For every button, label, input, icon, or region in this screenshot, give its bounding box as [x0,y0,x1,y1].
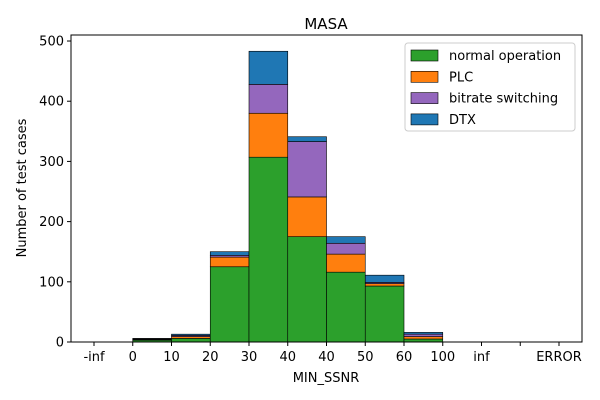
bar-PLC-bin-5 [287,196,327,237]
y-tick-label: 0 [56,336,64,351]
bar-PLC-bin-7 [364,283,405,287]
y-tick-label: 500 [39,35,64,50]
bar-DTX-bin-2 [171,333,211,336]
x-axis-label: MIN_SSNR [293,371,360,386]
legend-label-PLC: PLC [449,70,473,85]
x-tick-label: 100 [430,350,455,365]
bar-DTX-bin-3 [209,251,250,256]
legend-label-bitrate-switching: bitrate switching [449,92,558,107]
bar-DTX-bin-5 [287,136,327,142]
bar-bitrate-switching-bin-4 [248,84,289,114]
x-tick-label: 30 [241,350,258,365]
bar-normal-operation-bin-7 [364,285,405,343]
bar-DTX-bin-1 [132,338,172,340]
bar-bitrate-switching-bin-8 [403,333,444,337]
x-tick-label: 50 [357,350,374,365]
y-axis: 0 100 200 300 400 500 [39,35,71,351]
bar-DTX-bin-8 [403,332,444,335]
x-tick-label: 10 [163,350,180,365]
y-tick-label: 200 [39,215,64,230]
chart-title: MASA [304,15,348,33]
x-axis: -inf 0 10 20 30 40 40 50 60 100 inf ERROR [83,342,582,365]
legend-label-normal-operation: normal operation [449,49,561,64]
bar-normal-operation-bin-3 [209,266,250,343]
y-tick-label: 300 [39,155,64,170]
legend-swatch-bitrate-switching [410,92,439,104]
bars-layer [132,50,444,343]
bar-bitrate-switching-bin-5 [287,141,327,198]
legend-frame [404,42,576,132]
bar-PLC-bin-6 [326,253,366,273]
x-tick-label: inf [473,350,490,365]
legend: normal operation PLC bitrate switching DTX [404,42,576,132]
bar-DTX-bin-7 [364,274,405,283]
x-tick-label: ERROR [536,350,582,365]
legend-swatch-DTX [410,113,439,126]
y-axis-label: Number of test cases [15,118,30,257]
bar-normal-operation-bin-4 [248,156,289,343]
legend-swatch-PLC [410,71,439,83]
x-tick-label: -inf [83,350,105,365]
bar-DTX-bin-6 [326,236,366,244]
legend-swatch-normal-operation [410,49,439,62]
bar-DTX-bin-4 [248,50,289,85]
bar-normal-operation-bin-6 [326,271,366,343]
x-tick-label: 0 [129,350,137,365]
y-tick-label: 400 [39,95,64,110]
y-tick-label: 100 [39,275,64,290]
bar-PLC-bin-3 [209,256,250,268]
bar-bitrate-switching-bin-6 [326,242,366,255]
bar-normal-operation-bin-5 [287,236,327,343]
x-tick-label: 60 [396,350,413,365]
x-tick-label: 20 [202,350,219,365]
bar-normal-operation-bin-2 [171,338,211,343]
legend-label-DTX: DTX [449,113,476,128]
x-tick-label: 40 [279,350,296,365]
bar-PLC-bin-8 [403,336,444,340]
x-tick-label: 40 [318,350,335,365]
bar-PLC-bin-4 [248,112,289,158]
